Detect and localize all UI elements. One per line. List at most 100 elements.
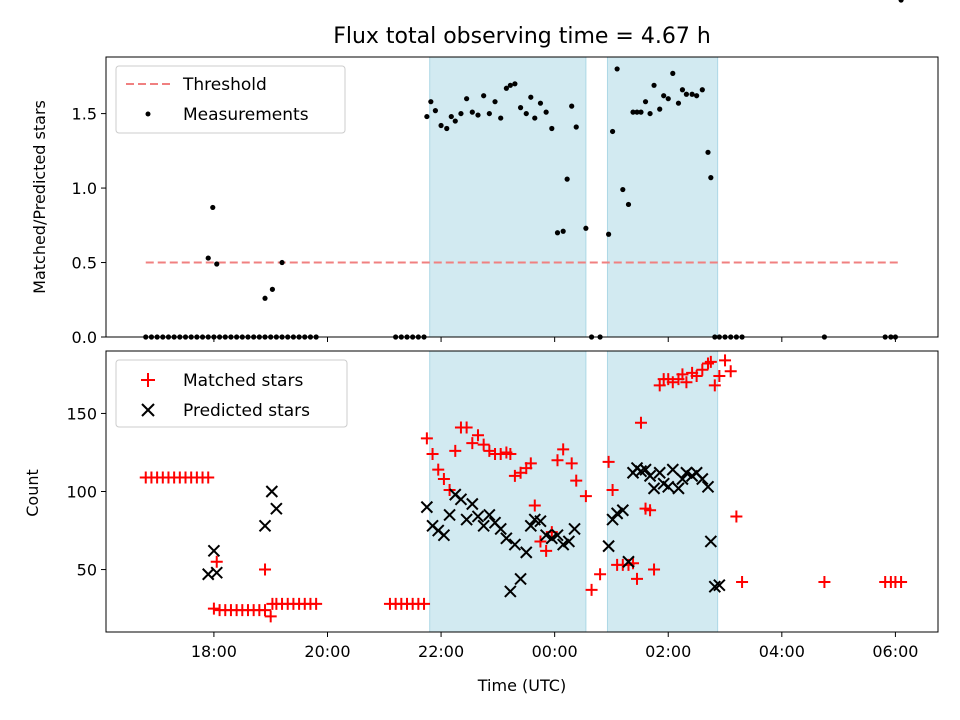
measurement-point: [537, 100, 544, 106]
predicted-stars-point: [520, 546, 533, 559]
measurement-point: [503, 85, 509, 91]
predicted-stars-point: [504, 585, 517, 598]
predicted-stars-point: [508, 538, 522, 551]
xtick-label-1: 20:00: [304, 642, 350, 661]
measurement-point: [569, 103, 575, 109]
matched-stars-point: [719, 354, 732, 367]
count-ytick-label-0: 50: [77, 561, 97, 580]
measurement-point: [549, 125, 555, 132]
matched-stars-point: [310, 597, 323, 610]
predicted-stars-point: [524, 519, 538, 533]
predicted-stars-point: [696, 472, 709, 486]
predicted-stars-point: [207, 544, 221, 558]
predicted-stars-point: [539, 529, 553, 542]
matched-stars-point: [437, 473, 450, 486]
measurement-point: [675, 100, 682, 106]
predicted-stars-point: [602, 539, 615, 553]
predicted-stars-point: [258, 519, 272, 533]
matched-stars-point: [418, 597, 431, 610]
predicted-stars-point: [639, 463, 652, 476]
predicted-stars-point: [701, 480, 715, 494]
measurement-point: [448, 113, 454, 120]
measurement-point: [694, 93, 700, 99]
predicted-stars-point: [606, 513, 619, 526]
measurement-point: [657, 106, 663, 112]
measurement-point: [469, 109, 475, 115]
matched-stars-point: [696, 363, 709, 376]
measurement-point: [424, 113, 430, 120]
xtick-label-5: 04:00: [759, 642, 805, 661]
ratio-y-axis-label: Matched/Predicted stars: [30, 100, 49, 294]
matched-stars-point: [420, 432, 433, 445]
matched-stars-point: [585, 583, 598, 596]
measurement-point: [670, 70, 676, 76]
matched-stars-point: [565, 457, 578, 470]
ratio-legend: Threshold Measurements: [115, 65, 346, 134]
measurement-point: [475, 112, 481, 118]
predicted-stars-point: [270, 502, 283, 515]
measurement-point: [210, 204, 216, 211]
predicted-stars-point: [460, 513, 473, 526]
matched-stars-point: [534, 535, 547, 548]
legend-measurements-swatch: [145, 111, 151, 117]
measurement-point: [262, 295, 268, 301]
measurement-point: [898, 0, 904, 3]
measurement-point: [432, 108, 438, 114]
measurement-point: [523, 110, 529, 117]
matched-stars-point: [545, 526, 558, 539]
measurement-point: [444, 125, 450, 132]
measurement-point: [642, 99, 649, 105]
matched-stars-point: [426, 448, 439, 461]
measurement-point: [665, 96, 671, 102]
ratio-ytick-label-0: 0.0: [72, 328, 97, 347]
matched-stars-point: [460, 421, 473, 434]
matched-stars-point: [264, 610, 277, 623]
xtick-label-3: 00:00: [532, 642, 578, 661]
matched-stars-point: [713, 369, 726, 382]
xtick-label-2: 22:00: [418, 642, 464, 661]
matched-stars-point: [708, 379, 721, 392]
measurement-point: [620, 186, 626, 193]
measurement-point: [630, 109, 636, 115]
measurement-point: [683, 91, 690, 97]
predicted-stars-point: [534, 514, 547, 528]
matched-stars-point: [680, 376, 693, 389]
predicted-stars-point: [437, 529, 451, 542]
ratio-axes-frame: [105, 56, 939, 338]
matched-stars-point: [579, 490, 592, 503]
chart-title: Flux total observing time = 4.67 h: [333, 24, 711, 49]
ratio-shaded-intervals: [429, 56, 719, 338]
legend-predicted-label: Predicted stars: [183, 401, 310, 421]
measurement-point: [438, 122, 444, 129]
measurement-point: [543, 109, 549, 115]
predicted-stars-point: [662, 480, 675, 494]
count-legend: Matched stars Predicted stars: [115, 359, 348, 428]
matched-stars-point: [210, 555, 223, 568]
matched-stars-point: [690, 369, 703, 382]
ratio-x-ticks: [213, 337, 896, 342]
measurement-point: [554, 230, 561, 236]
matched-stars-point: [644, 504, 657, 517]
predicted-stars-point: [643, 469, 657, 483]
measurement-point: [205, 255, 211, 261]
count-y-axis-label: Count: [23, 469, 42, 517]
count-legend-box: [115, 359, 348, 428]
matched-stars-point: [466, 437, 479, 450]
matched-stars-point: [540, 544, 553, 557]
matched-stars-point: [259, 563, 272, 576]
measurement-point: [464, 96, 470, 102]
measurement-point: [507, 82, 513, 88]
measurement-point: [214, 261, 220, 267]
measurement-point: [609, 128, 616, 135]
measurement-point: [573, 124, 579, 130]
matched-stars-point: [602, 455, 615, 468]
matched-stars-point: [895, 576, 908, 589]
ratio-shade-1: [606, 56, 719, 338]
matched-stars-point: [202, 471, 215, 484]
predicted-stars-point: [483, 508, 496, 522]
predicted-stars-point: [420, 500, 434, 514]
matched-stars-point: [594, 568, 607, 581]
matched-stars-point: [432, 463, 445, 476]
predicted-stars-point: [622, 555, 635, 568]
